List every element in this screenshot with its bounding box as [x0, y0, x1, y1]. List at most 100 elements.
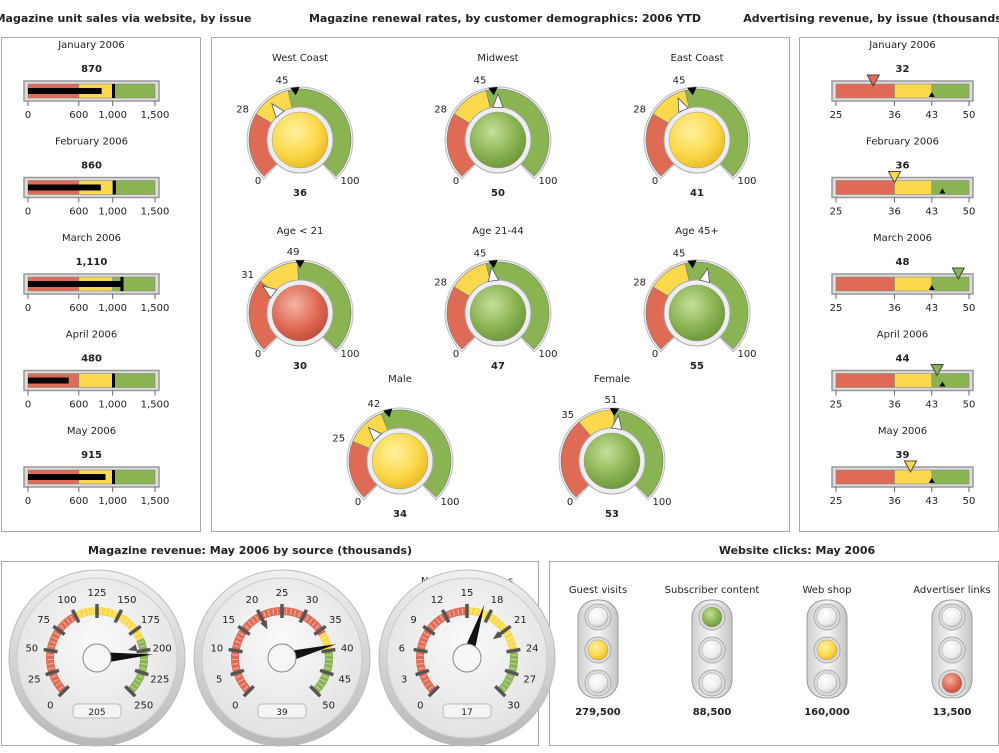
scale-label: 100 [57, 595, 76, 606]
axis-tick-label: 36 [888, 496, 901, 507]
bullet-value: 44 [896, 354, 910, 365]
scale-label: 0 [417, 701, 423, 712]
minor-tick [462, 608, 463, 614]
bullet-range-good [932, 470, 969, 484]
gauge-title: West Coast [272, 53, 328, 64]
scale-label: 27 [523, 674, 536, 685]
scale-label: 10 [210, 644, 223, 655]
scale-label: 30 [507, 701, 520, 712]
axis-tick-label: 36 [888, 303, 901, 314]
bullet-range-good [113, 84, 155, 98]
range-low-label: 28 [434, 277, 447, 288]
range-high-label: 45 [474, 76, 487, 87]
bullet-range-fair [895, 470, 932, 484]
lamp-on-yellow [588, 640, 608, 660]
gauge-value: 39 [276, 708, 288, 718]
axis-tick-label: 25 [830, 496, 843, 507]
lamp-off-green [817, 607, 837, 627]
gauge-value: 41 [690, 188, 704, 199]
lamp-off-yellow [702, 640, 722, 660]
panel-title-unit-sales: Magazine unit sales via website, by issu… [0, 12, 251, 25]
scale-label: 175 [141, 615, 160, 626]
axis-tick-label: 43 [925, 496, 938, 507]
bullet-value: 32 [896, 64, 910, 75]
scale-label: 50 [322, 701, 335, 712]
range-low-label: 31 [241, 270, 254, 281]
scale-min-label: 0 [255, 176, 261, 187]
lamp-on-red [942, 673, 962, 693]
gauge-value: 55 [690, 361, 704, 372]
gauge-value: 53 [605, 509, 619, 520]
bullet-target-marker [120, 277, 123, 291]
bullet-label: January 2006 [57, 40, 125, 51]
gauge-title: Male [388, 374, 412, 385]
major-tick [507, 650, 521, 652]
bullet-label: January 2006 [868, 40, 936, 51]
scale-label: 3 [401, 674, 407, 685]
axis-tick-label: 600 [69, 207, 88, 218]
range-low-label: 28 [236, 104, 249, 115]
minor-tick [286, 608, 287, 614]
traffic-light-label: Advertiser links [913, 585, 990, 596]
bullet-target-marker [112, 84, 115, 98]
gauge-title: East Coast [670, 53, 723, 64]
range-high-label: 45 [276, 76, 289, 87]
panel-title-mag-revenue: Magazine revenue: May 2006 by source (th… [88, 544, 412, 557]
traffic-light-label: Guest visits [569, 585, 627, 596]
needle-hub [453, 644, 481, 672]
bullet-label: March 2006 [62, 233, 121, 244]
major-tick [44, 650, 58, 652]
scale-label: 125 [87, 588, 106, 599]
axis-tick-label: 1,500 [141, 496, 170, 507]
axis-tick-label: 50 [963, 207, 976, 218]
bullet-range-fair [895, 181, 932, 195]
status-knob-green [584, 433, 640, 489]
axis-tick-label: 36 [888, 110, 901, 121]
axis-tick-label: 1,500 [141, 207, 170, 218]
scale-label: 15 [461, 588, 474, 599]
axis-tick-label: 1,000 [98, 400, 127, 411]
scale-max-label: 100 [737, 349, 756, 360]
scale-label: 25 [28, 674, 41, 685]
lamp-off-yellow [942, 640, 962, 660]
scale-min-label: 0 [255, 349, 261, 360]
major-tick [137, 650, 151, 652]
status-knob-yellow [669, 112, 725, 168]
status-knob-green [470, 285, 526, 341]
scale-max-label: 100 [538, 349, 557, 360]
bullet-range-fair [895, 374, 932, 388]
bullet-value: 870 [81, 64, 102, 75]
gauge-value: 30 [293, 361, 307, 372]
status-knob-green [470, 112, 526, 168]
bullet-label: April 2006 [877, 330, 928, 341]
needle-hub [268, 644, 296, 672]
bullet-range-good [113, 374, 155, 388]
gauge-value: 50 [491, 188, 505, 199]
status-knob-red [272, 285, 328, 341]
revenue-speedometer: New Subscriptions03691215182124273017 [379, 570, 555, 746]
bullet-value-bar [28, 474, 105, 480]
scale-label: 75 [37, 615, 50, 626]
gauge-title: Age 21-44 [472, 226, 524, 237]
bullet-value-bar [28, 88, 102, 94]
bullet-range-good [932, 181, 969, 195]
scale-max-label: 100 [340, 349, 359, 360]
bullet-range-fair [895, 84, 932, 98]
bullet-label: March 2006 [873, 233, 932, 244]
axis-tick-label: 600 [69, 110, 88, 121]
bullet-range-poor [836, 374, 895, 388]
axis-tick-label: 1,000 [98, 207, 127, 218]
minor-tick [471, 608, 472, 614]
range-high-label: 45 [673, 249, 686, 260]
bullet-label: February 2006 [866, 137, 939, 148]
bullet-target-marker [112, 374, 115, 388]
major-tick [414, 650, 428, 652]
click-count: 160,000 [804, 707, 850, 718]
scale-min-label: 0 [453, 349, 459, 360]
scale-min-label: 0 [652, 176, 658, 187]
axis-tick-label: 43 [925, 110, 938, 121]
panel-title-website-clicks: Website clicks: May 2006 [719, 544, 876, 557]
lamp-off-green [588, 607, 608, 627]
axis-tick-label: 36 [888, 400, 901, 411]
gauge-value: 36 [293, 188, 307, 199]
